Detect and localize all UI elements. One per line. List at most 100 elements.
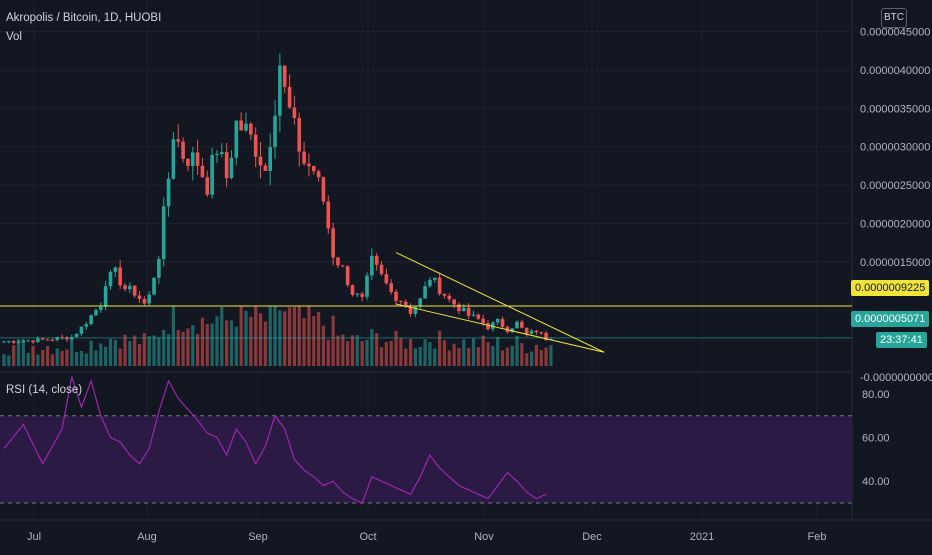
volume-bar bbox=[79, 350, 84, 366]
candle-body bbox=[515, 321, 519, 329]
volume-bar bbox=[128, 340, 132, 366]
symbol-title: Akropolis / Bitcoin, 1D, HUOBI bbox=[6, 12, 162, 24]
candle-body bbox=[452, 299, 456, 305]
volume-bar bbox=[312, 316, 316, 366]
volume-bar bbox=[7, 355, 11, 366]
rsi-line bbox=[3, 376, 547, 504]
volume-bar bbox=[181, 331, 185, 366]
candle-body bbox=[476, 314, 481, 319]
volume-bar bbox=[268, 306, 272, 366]
volume-bar bbox=[404, 348, 408, 366]
candle-body bbox=[544, 332, 548, 340]
candle-body bbox=[31, 340, 35, 343]
candle-body bbox=[278, 65, 282, 116]
volume-bar bbox=[510, 345, 514, 366]
volume-bar bbox=[457, 348, 461, 366]
volume-bar bbox=[520, 343, 524, 366]
last-price-tag: 0.0000005071 bbox=[851, 311, 930, 327]
volume-bar bbox=[36, 354, 40, 366]
candle-body bbox=[132, 285, 137, 296]
volume-bar bbox=[157, 337, 161, 366]
price-tick-label: -0.0000000000 bbox=[860, 372, 932, 384]
candle-body bbox=[539, 332, 544, 334]
candle-body bbox=[370, 255, 374, 276]
volume-bar bbox=[104, 346, 108, 366]
candle-body bbox=[123, 285, 127, 290]
volume-bar bbox=[491, 346, 495, 366]
candle-body bbox=[302, 151, 306, 164]
candle-body bbox=[432, 277, 437, 280]
candle-body bbox=[253, 134, 258, 157]
rsi-tick-label: 60.00 bbox=[862, 433, 890, 445]
candle-body bbox=[341, 265, 345, 267]
candle-body bbox=[55, 337, 60, 340]
currency-badge[interactable]: BTC bbox=[881, 8, 907, 28]
candle-body bbox=[355, 293, 360, 295]
candle-body bbox=[128, 285, 132, 290]
candle-body bbox=[423, 286, 427, 299]
volume-bar bbox=[336, 335, 340, 366]
candle-body bbox=[220, 152, 224, 154]
candle-body bbox=[181, 141, 185, 159]
volume-bar bbox=[317, 311, 321, 366]
candle-body bbox=[249, 123, 253, 135]
candle-body bbox=[45, 339, 50, 341]
volume-bar bbox=[166, 334, 171, 366]
volume-bar bbox=[229, 320, 234, 366]
candle-body bbox=[7, 341, 11, 343]
volume-bar bbox=[263, 321, 267, 366]
candle-body bbox=[263, 165, 268, 171]
volume-bar bbox=[31, 345, 35, 366]
volume-bar bbox=[515, 335, 519, 366]
candle-body bbox=[205, 177, 210, 195]
volume-bar bbox=[292, 306, 296, 366]
candle-body bbox=[161, 206, 166, 259]
candle-body bbox=[350, 285, 355, 295]
candle-body bbox=[462, 307, 466, 312]
volume-bar bbox=[399, 337, 403, 366]
candle-body bbox=[147, 294, 151, 304]
candle-body bbox=[403, 301, 408, 308]
candle-body bbox=[74, 333, 79, 337]
volume-bar bbox=[283, 311, 287, 366]
volume-bar bbox=[171, 306, 175, 366]
rsi-label: RSI (14, close) bbox=[6, 384, 83, 396]
volume-bar bbox=[2, 354, 6, 366]
volume-bar bbox=[549, 345, 553, 366]
candle-body bbox=[36, 338, 40, 343]
volume-bar bbox=[529, 351, 534, 366]
volume-label: Vol bbox=[6, 31, 22, 43]
candle-body bbox=[510, 328, 514, 332]
wedge-trendline bbox=[395, 303, 605, 353]
volume-bar bbox=[389, 340, 393, 366]
time-axis-label: Aug bbox=[137, 531, 157, 543]
volume-bar bbox=[471, 338, 476, 366]
candle-body bbox=[534, 330, 539, 333]
candle-body bbox=[408, 307, 413, 314]
candle-body bbox=[418, 298, 423, 307]
volume-bar bbox=[258, 313, 263, 366]
time-axis-label: Sep bbox=[248, 531, 268, 543]
candle-body bbox=[229, 157, 234, 179]
candle-body bbox=[11, 341, 16, 343]
rsi-tick-label: 40.00 bbox=[862, 476, 890, 488]
volume-bar bbox=[379, 347, 384, 366]
volume-bar bbox=[210, 323, 214, 366]
candle-body bbox=[442, 293, 447, 296]
volume-bar bbox=[467, 348, 471, 366]
candle-body bbox=[529, 330, 534, 334]
volume-bar bbox=[476, 347, 480, 366]
candle-body bbox=[457, 304, 461, 312]
candle-body bbox=[379, 264, 384, 275]
candle-body bbox=[428, 279, 432, 287]
volume-bar bbox=[355, 335, 359, 366]
volume-bar bbox=[196, 333, 200, 366]
candle-body bbox=[40, 338, 45, 340]
volume-bar bbox=[302, 318, 306, 366]
candle-body bbox=[21, 340, 26, 343]
volume-bar bbox=[297, 306, 301, 366]
candle-body bbox=[524, 327, 529, 334]
volume-bar bbox=[341, 334, 345, 366]
